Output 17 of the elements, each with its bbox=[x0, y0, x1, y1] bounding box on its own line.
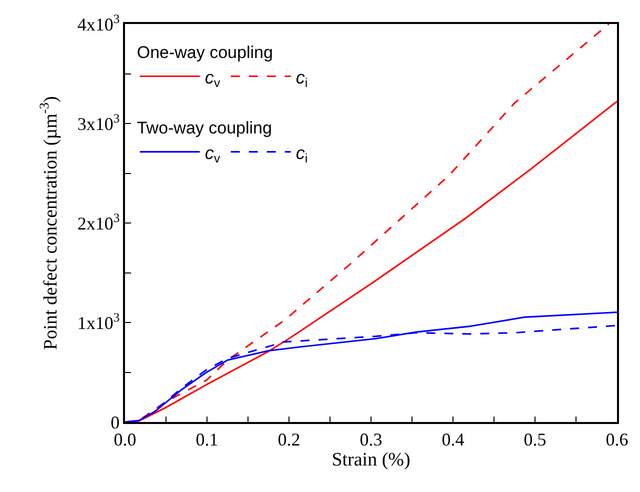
x-tick-label: 0.6 bbox=[606, 429, 628, 450]
text: Two-way coupling bbox=[136, 118, 272, 138]
x-tick-label: 0.2 bbox=[278, 429, 300, 450]
legend-label: c$_{i}$ bbox=[296, 142, 308, 166]
legend-label: c$_{v}$ bbox=[204, 67, 221, 90]
x-tick-label: 0.3 bbox=[360, 429, 382, 450]
x-axis-title: Strain (%) bbox=[332, 449, 410, 470]
x-tick-label: 0.1 bbox=[196, 429, 218, 450]
legend-label: c$_{i}$ bbox=[296, 67, 308, 90]
y-tick-label: 3x10$^{3}$ bbox=[77, 111, 120, 134]
legend-label: c$_{v}$ bbox=[204, 142, 221, 166]
x-tick-label: 0.4 bbox=[442, 429, 464, 450]
text: One-way coupling bbox=[136, 43, 273, 62]
y-tick-label: 2x10$^{3}$ bbox=[77, 210, 120, 234]
y-tick-label: 1x10$^{3}$ bbox=[77, 310, 120, 333]
y-tick-label: 4x10$^{3}$ bbox=[77, 12, 120, 34]
x-tick-label: 0.5 bbox=[524, 429, 546, 450]
